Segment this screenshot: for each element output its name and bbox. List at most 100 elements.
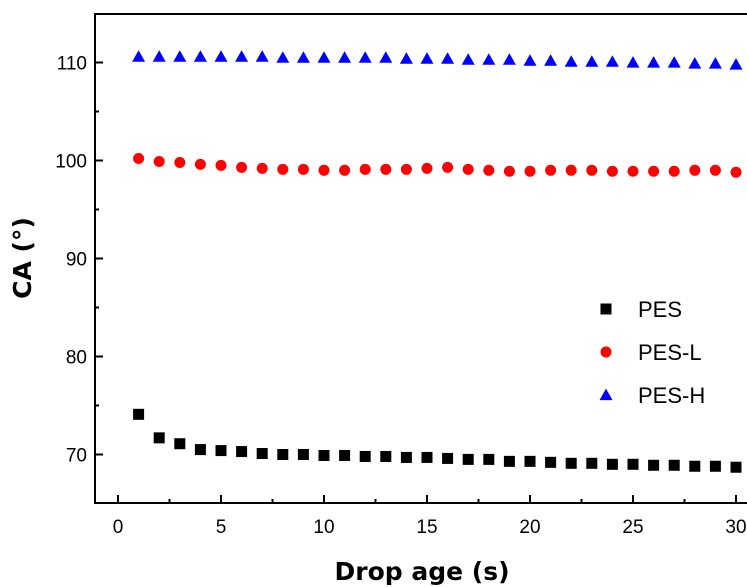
legend-label: PES	[638, 297, 682, 322]
data-point-pes-h	[523, 54, 537, 66]
data-point-pes-h	[399, 52, 413, 64]
data-point-pes-h	[132, 50, 146, 62]
y-tick-label: 70	[66, 446, 87, 467]
data-points	[132, 50, 743, 473]
y-tick-label: 100	[55, 152, 87, 173]
data-point-pes-l	[606, 165, 618, 177]
data-point-pes-h	[708, 57, 722, 69]
data-point-pes	[133, 408, 145, 420]
data-point-pes	[318, 449, 330, 461]
legend-marker-pes-h	[599, 388, 613, 401]
data-point-pes-h	[502, 53, 516, 65]
data-point-pes	[236, 446, 248, 458]
data-point-pes-l	[277, 163, 289, 175]
data-point-pes	[545, 456, 557, 468]
data-point-pes-h	[544, 54, 558, 66]
data-point-pes	[400, 451, 412, 463]
legend: PES PES-L PES-H	[599, 297, 705, 408]
data-point-pes-h	[729, 58, 743, 70]
legend-marker-pes-l	[600, 346, 612, 358]
data-point-pes-h	[564, 55, 578, 67]
data-point-pes-l	[421, 162, 433, 174]
data-point-pes-l	[627, 165, 639, 177]
data-point-pes-h	[605, 55, 619, 67]
data-point-pes-h	[173, 50, 187, 62]
data-point-pes	[153, 432, 165, 444]
data-point-pes-l	[256, 162, 268, 174]
data-point-pes	[483, 453, 495, 465]
data-point-pes-h	[235, 50, 249, 62]
data-point-pes-h	[461, 53, 475, 65]
data-point-pes-l	[133, 153, 145, 165]
data-point-pes-l	[689, 164, 701, 176]
y-axis: 70 80 90 100 110	[55, 54, 103, 467]
data-point-pes-h	[626, 56, 640, 68]
data-point-pes-h	[193, 50, 207, 62]
y-axis-title: CA (°)	[8, 217, 37, 299]
legend-marker-pes	[600, 303, 612, 315]
x-axis: 0 5 10 15 20 25 30	[113, 495, 747, 538]
data-point-pes	[565, 457, 577, 469]
x-tick-label: 15	[416, 517, 437, 538]
data-point-pes	[627, 458, 639, 470]
data-point-pes	[277, 449, 289, 460]
data-point-pes-h	[585, 55, 599, 67]
data-point-pes-l	[174, 156, 186, 168]
data-point-pes-l	[503, 165, 515, 177]
data-point-pes	[442, 452, 454, 464]
data-point-pes-l	[462, 163, 474, 175]
y-tick-label: 90	[66, 250, 87, 271]
data-point-pes-h	[296, 51, 310, 63]
data-point-pes-h	[317, 51, 331, 63]
data-point-pes-l	[565, 164, 577, 176]
data-point-pes-l	[400, 163, 412, 175]
x-tick-label: 25	[622, 517, 643, 538]
data-point-pes-l	[586, 164, 598, 176]
data-point-pes	[339, 449, 351, 461]
data-point-pes-h	[276, 51, 290, 63]
data-point-pes-h	[152, 50, 166, 62]
data-point-pes	[668, 459, 680, 471]
data-point-pes-h	[441, 52, 455, 64]
data-point-pes-l	[545, 164, 557, 176]
y-tick-label: 80	[66, 348, 87, 369]
x-tick-label: 0	[113, 517, 124, 538]
data-point-pes-l	[648, 165, 660, 177]
data-point-pes-l	[709, 164, 721, 176]
data-point-pes	[359, 450, 371, 462]
data-point-pes-l	[442, 161, 454, 173]
data-point-pes	[297, 449, 309, 460]
x-tick-label: 10	[313, 517, 334, 538]
legend-label: PES-H	[638, 383, 705, 408]
data-point-pes	[462, 453, 474, 465]
plot-frame	[94, 13, 747, 504]
data-point-pes-l	[668, 165, 680, 177]
data-point-pes	[174, 438, 186, 450]
data-point-pes	[215, 445, 227, 457]
data-point-pes-l	[483, 164, 495, 176]
data-point-pes	[648, 459, 660, 471]
data-point-pes	[730, 461, 742, 473]
data-point-pes-l	[339, 164, 351, 176]
data-point-pes-l	[730, 166, 742, 178]
data-point-pes	[194, 444, 206, 456]
data-point-pes-l	[524, 165, 536, 177]
data-point-pes-l	[318, 164, 330, 176]
data-point-pes-h	[379, 51, 393, 63]
x-tick-label: 30	[725, 517, 746, 538]
data-point-pes-h	[667, 56, 681, 68]
x-tick-label: 20	[519, 517, 540, 538]
data-point-pes-l	[236, 161, 248, 173]
data-point-pes-l	[380, 163, 392, 175]
data-point-pes-l	[194, 158, 206, 170]
data-point-pes	[524, 455, 536, 467]
data-point-pes	[586, 457, 598, 469]
data-point-pes	[421, 451, 433, 463]
data-point-pes-l	[297, 163, 309, 175]
data-point-pes-h	[647, 56, 661, 68]
data-point-pes-h	[214, 50, 228, 62]
data-point-pes	[709, 460, 721, 472]
data-point-pes	[606, 458, 618, 470]
x-axis-title: Drop age (s)	[334, 557, 509, 586]
